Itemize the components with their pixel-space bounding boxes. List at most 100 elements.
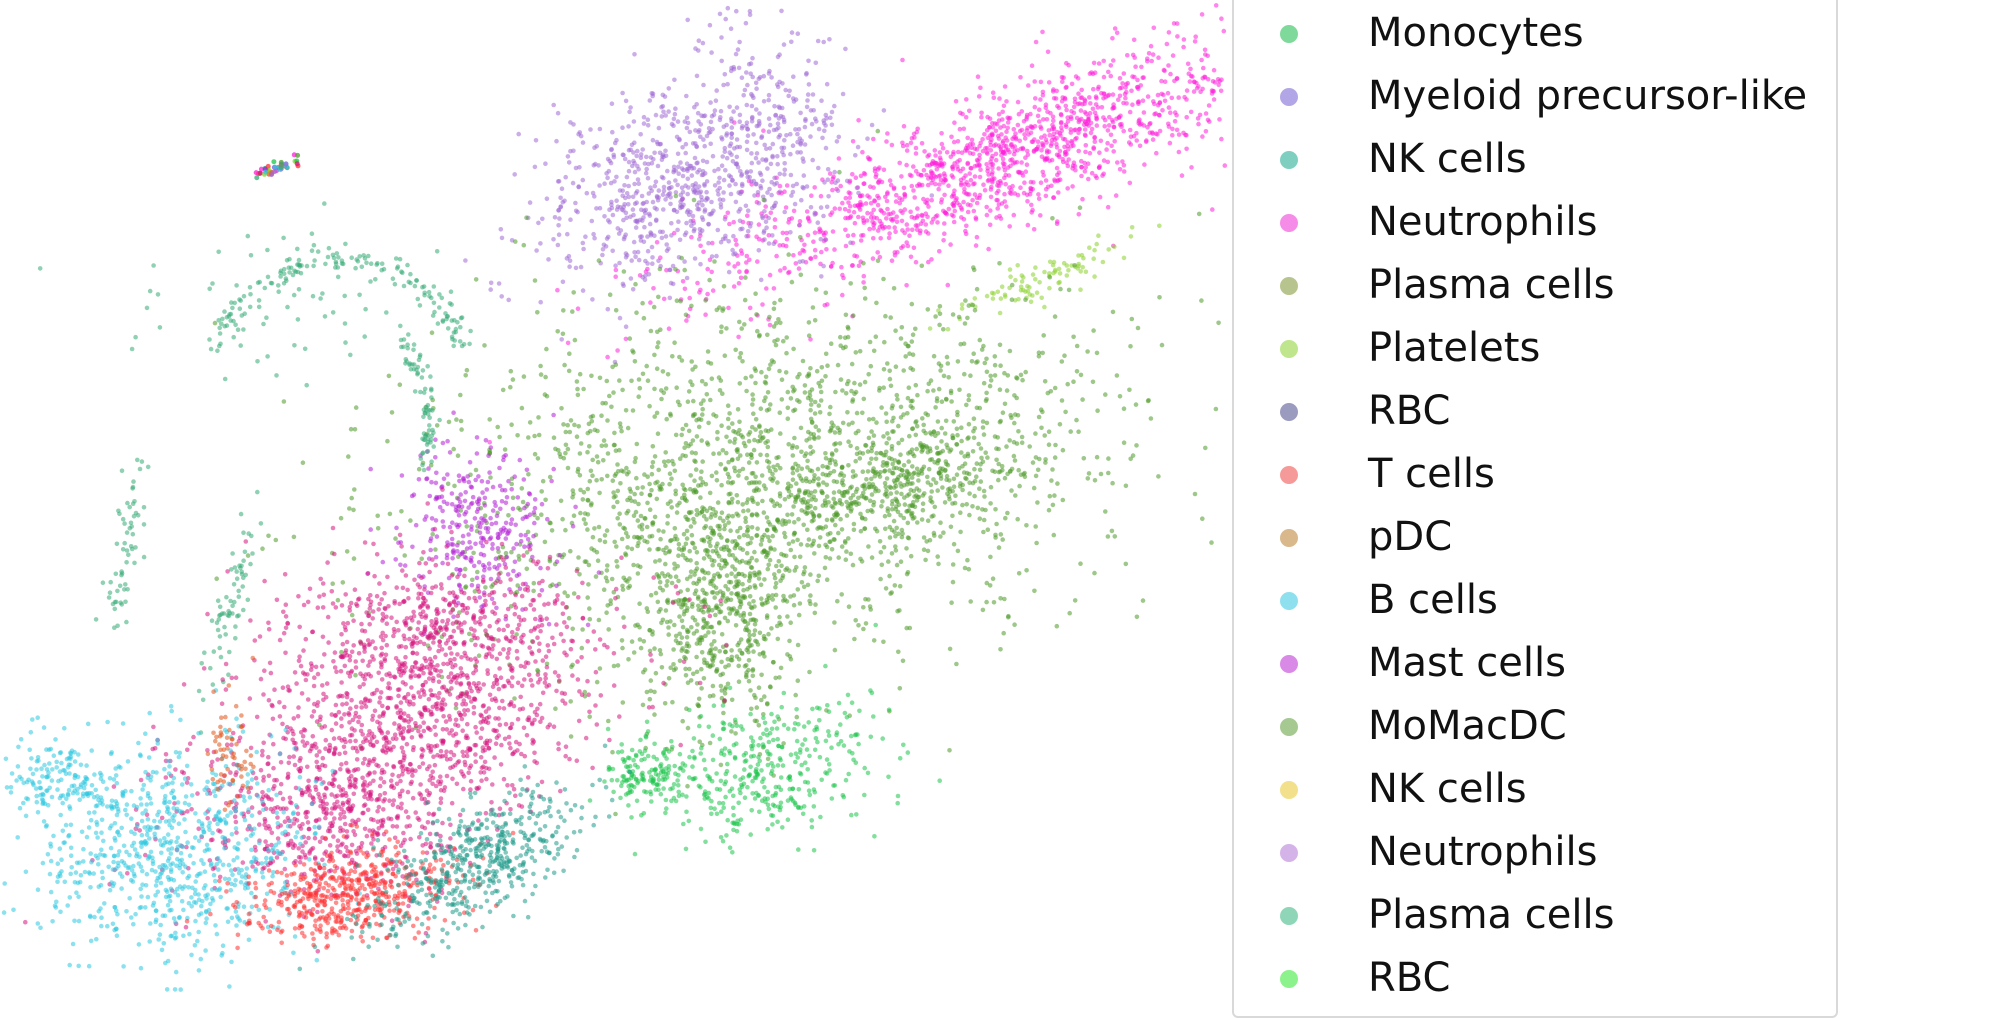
scatter-point <box>742 573 747 579</box>
scatter-point <box>863 443 869 448</box>
scatter-point <box>908 553 914 559</box>
scatter-point <box>1106 247 1111 252</box>
scatter-point <box>886 436 892 441</box>
scatter-point <box>637 524 642 529</box>
scatter-point <box>1003 143 1009 149</box>
scatter-point <box>570 662 575 668</box>
scatter-point <box>1069 81 1075 87</box>
scatter-point <box>850 469 856 474</box>
scatter-point <box>656 340 661 345</box>
scatter-point <box>682 286 688 292</box>
scatter-point <box>1068 429 1073 434</box>
scatter-point <box>696 416 702 422</box>
scatter-point <box>722 217 728 222</box>
scatter-point <box>1013 277 1018 283</box>
scatter-point <box>777 675 782 680</box>
scatter-point <box>965 161 970 167</box>
scatter-point <box>918 441 923 446</box>
scatter-point <box>781 741 786 746</box>
scatter-point <box>648 688 653 694</box>
scatter-point <box>647 534 652 539</box>
scatter-point <box>1213 406 1219 412</box>
scatter-point <box>962 190 967 195</box>
scatter-point <box>705 442 711 447</box>
scatter-point <box>988 139 993 145</box>
scatter-point <box>791 99 797 104</box>
scatter-point <box>1001 630 1006 636</box>
scatter-point <box>1101 74 1107 80</box>
scatter-point <box>1008 157 1013 163</box>
scatter-point <box>943 418 949 424</box>
scatter-point <box>671 667 677 673</box>
scatter-point <box>746 629 752 634</box>
scatter-point <box>969 359 975 364</box>
scatter-point <box>946 206 952 212</box>
scatter-point <box>744 260 749 265</box>
scatter-point <box>993 535 998 540</box>
scatter-point <box>955 149 961 155</box>
scatter-point <box>810 92 816 97</box>
scatter-point <box>875 167 881 172</box>
scatter-point <box>1039 135 1044 140</box>
scatter-point <box>696 206 702 212</box>
scatter-point <box>645 266 650 272</box>
scatter-point <box>635 571 641 576</box>
scatter-point <box>817 229 822 235</box>
scatter-point <box>685 587 690 593</box>
scatter-point <box>773 342 779 348</box>
scatter-point <box>964 223 969 229</box>
scatter-point <box>764 515 770 520</box>
scatter-point <box>683 441 689 446</box>
scatter-point <box>1077 101 1082 106</box>
scatter-point <box>1151 25 1157 31</box>
scatter-point <box>1022 180 1027 185</box>
scatter-point <box>724 155 730 161</box>
scatter-point <box>620 90 625 96</box>
scatter-point <box>858 556 863 562</box>
scatter-point <box>967 108 972 114</box>
scatter-point <box>878 576 883 582</box>
scatter-point <box>718 672 723 678</box>
scatter-point <box>585 527 590 532</box>
scatter-point <box>763 219 769 224</box>
scatter-point <box>684 115 690 120</box>
scatter-point <box>1145 56 1150 61</box>
scatter-point <box>1114 116 1119 122</box>
scatter-point <box>929 489 934 494</box>
scatter-point <box>958 529 963 535</box>
scatter-point <box>560 516 565 522</box>
scatter-point <box>1152 101 1157 107</box>
scatter-point <box>1184 97 1189 102</box>
scatter-point <box>1074 369 1080 374</box>
scatter-point <box>1066 157 1071 162</box>
scatter-point <box>1000 117 1005 122</box>
cluster-platelets <box>927 223 1162 332</box>
scatter-point <box>867 339 873 345</box>
scatter-point <box>744 529 750 534</box>
scatter-point <box>1157 295 1162 300</box>
scatter-point <box>660 481 665 487</box>
scatter-point <box>732 264 737 269</box>
scatter-point <box>812 247 818 253</box>
scatter-point <box>863 621 869 626</box>
scatter-point <box>772 103 777 109</box>
scatter-point <box>1093 173 1098 179</box>
scatter-point <box>1121 406 1127 412</box>
scatter-point <box>463 373 469 378</box>
scatter-point <box>650 629 655 634</box>
scatter-point <box>717 526 722 532</box>
scatter-point <box>828 115 833 121</box>
scatter-point <box>885 361 890 366</box>
scatter-point <box>757 423 762 429</box>
scatter-point <box>665 372 671 377</box>
scatter-point <box>812 411 818 416</box>
scatter-point <box>568 120 573 125</box>
scatter-point <box>661 207 666 212</box>
scatter-point <box>941 530 946 535</box>
scatter-point <box>965 557 970 563</box>
scatter-point <box>1033 473 1039 479</box>
scatter-point <box>682 596 688 602</box>
scatter-point <box>908 209 913 215</box>
scatter-point <box>847 215 853 220</box>
scatter-point <box>1029 63 1035 68</box>
